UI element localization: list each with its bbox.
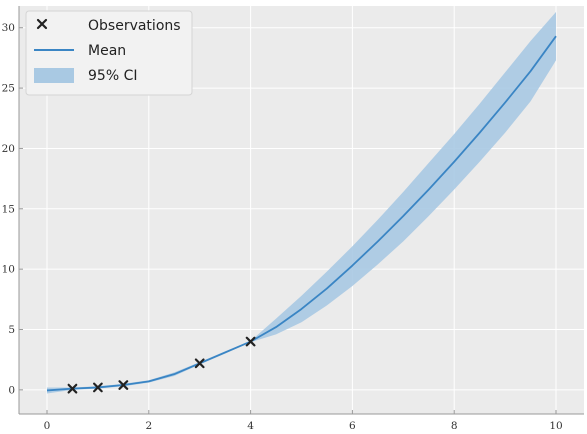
legend-item-mean: Mean: [34, 43, 126, 59]
x-tick-label: 10: [549, 420, 562, 432]
observation-point: [67, 383, 78, 394]
y-tick-label: 20: [2, 143, 15, 155]
legend: Observations Mean 95% CI: [25, 10, 193, 96]
observation-point: [194, 358, 205, 369]
x-tick-label: 2: [145, 420, 152, 432]
x-tick-label: 8: [451, 420, 458, 432]
x-tick-label: 6: [349, 420, 356, 432]
x-tick-label: 4: [247, 420, 254, 432]
legend-item-ci: 95% CI: [34, 68, 137, 84]
y-tick-label: 25: [2, 83, 15, 95]
x-tick-label: 0: [44, 420, 51, 432]
x-tick-labels: 0 2 4 6 8 10: [44, 420, 563, 432]
y-tick-label: 5: [8, 324, 15, 336]
observation-point: [118, 380, 129, 390]
legend-item-observations: Observations: [36, 18, 181, 34]
y-tick-label: 15: [2, 203, 15, 215]
cross-marker-icon: [36, 18, 48, 30]
y-tick-label: 10: [2, 264, 15, 276]
mean-line-layer: [46, 35, 557, 392]
y-tick-labels: 0 5 10 15 20 25 30: [2, 22, 15, 396]
axes-layer: [18, 6, 584, 415]
observations-layer: [67, 336, 256, 394]
observation-point: [92, 382, 103, 393]
patch-swatch-icon: [34, 68, 74, 83]
y-tick-label: 30: [2, 22, 15, 34]
y-tick-label: 0: [8, 384, 15, 396]
mean-line: [46, 35, 557, 392]
legend-label-ci: 95% CI: [88, 68, 137, 84]
ci-band-layer: [47, 12, 556, 394]
legend-label-mean: Mean: [88, 43, 126, 59]
ci-band: [47, 12, 556, 394]
observation-point: [245, 336, 256, 347]
legend-label-observations: Observations: [88, 18, 181, 34]
